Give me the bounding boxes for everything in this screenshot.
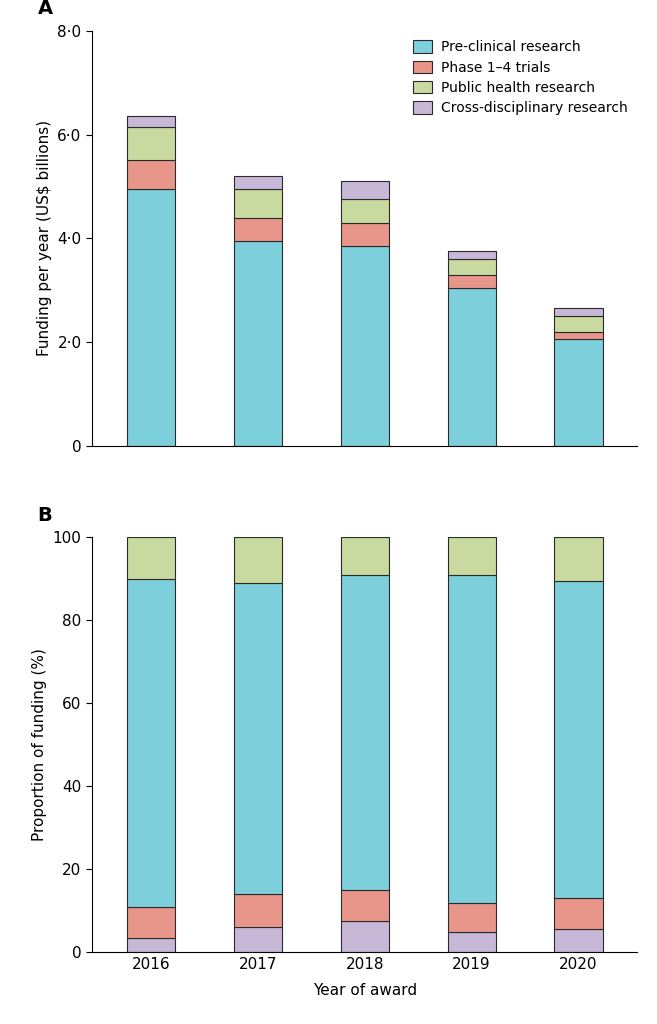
- Bar: [127, 938, 175, 952]
- Bar: [555, 930, 602, 952]
- Bar: [127, 189, 175, 445]
- Bar: [127, 117, 175, 127]
- Bar: [127, 906, 175, 938]
- Bar: [340, 890, 389, 922]
- Bar: [340, 922, 389, 952]
- Bar: [340, 574, 389, 890]
- Bar: [340, 200, 389, 223]
- X-axis label: Year of award: Year of award: [313, 983, 417, 998]
- Bar: [447, 574, 495, 902]
- Bar: [555, 332, 602, 340]
- Bar: [234, 241, 282, 445]
- Legend: Pre-clinical research, Phase 1–4 trials, Public health research, Cross-disciplin: Pre-clinical research, Phase 1–4 trials,…: [410, 38, 630, 118]
- Bar: [555, 316, 602, 332]
- Bar: [555, 538, 602, 581]
- Text: B: B: [37, 506, 52, 524]
- Y-axis label: Proportion of funding (%): Proportion of funding (%): [32, 648, 47, 841]
- Text: A: A: [37, 0, 53, 18]
- Bar: [234, 583, 282, 894]
- Bar: [340, 222, 389, 246]
- Bar: [447, 538, 495, 574]
- Bar: [555, 308, 602, 316]
- Bar: [234, 217, 282, 241]
- Bar: [340, 181, 389, 200]
- Bar: [234, 928, 282, 952]
- Bar: [127, 161, 175, 189]
- Bar: [340, 246, 389, 445]
- Bar: [447, 251, 495, 259]
- Bar: [127, 579, 175, 906]
- Bar: [447, 274, 495, 288]
- Bar: [127, 538, 175, 579]
- Bar: [340, 538, 389, 574]
- Bar: [234, 189, 282, 217]
- Bar: [234, 538, 282, 583]
- Bar: [447, 902, 495, 932]
- Bar: [447, 288, 495, 445]
- Bar: [234, 176, 282, 189]
- Y-axis label: Funding per year (US$ billions): Funding per year (US$ billions): [37, 120, 52, 356]
- Bar: [234, 894, 282, 928]
- Bar: [555, 898, 602, 930]
- Bar: [127, 127, 175, 161]
- Bar: [447, 932, 495, 952]
- Bar: [555, 340, 602, 445]
- Bar: [555, 581, 602, 898]
- Bar: [447, 259, 495, 274]
